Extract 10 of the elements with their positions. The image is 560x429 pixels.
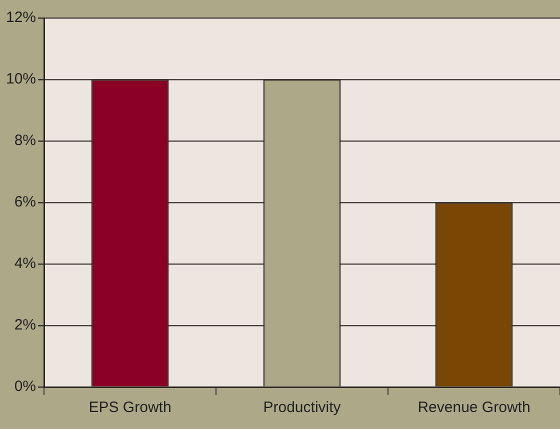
y-tick-label: 0% [14, 378, 36, 396]
y-tick-label: 6% [14, 194, 36, 211]
x-tick-label: Productivity [263, 399, 342, 416]
y-tick-label: 10% [6, 70, 36, 88]
y-tick-label: 4% [14, 255, 36, 272]
y-tick-label: 12% [6, 9, 36, 26]
y-tick-label: 8% [14, 132, 36, 150]
x-tick-label: EPS Growth [88, 399, 172, 416]
y-tick-label: 2% [14, 316, 36, 334]
x-tick-label: Revenue Growth [418, 399, 530, 416]
